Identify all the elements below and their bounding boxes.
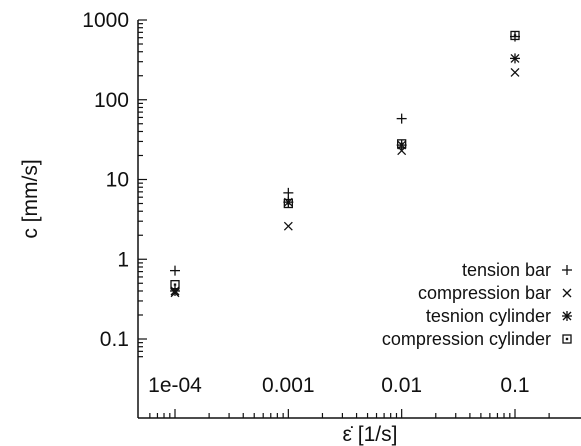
point-compression-bar bbox=[283, 221, 293, 231]
y-tick-label: 100 bbox=[94, 89, 129, 112]
legend-label: compression bar bbox=[418, 283, 551, 303]
y-tick-label: 10 bbox=[106, 169, 129, 192]
point-compression-cylinder bbox=[283, 198, 293, 209]
legend-label: tension bar bbox=[462, 260, 551, 280]
axis-ticks bbox=[138, 19, 550, 418]
x-tick-label: 0.001 bbox=[262, 374, 315, 397]
data-marks bbox=[170, 30, 520, 298]
legend-marker bbox=[562, 265, 572, 275]
point-tension-bar bbox=[170, 265, 180, 276]
x-tick-label: 0.1 bbox=[500, 374, 529, 397]
legend-label: compression cylinder bbox=[382, 329, 551, 349]
point-tesnion-cylinder bbox=[510, 53, 520, 64]
point-compression-bar bbox=[510, 67, 520, 77]
axis-tick-labels: 0.1 1 10 100 1000 1e-04 0.001 0.01 0.1 bbox=[82, 9, 529, 397]
x-axis-title: ε̇ [1/s] bbox=[343, 423, 398, 446]
legend-entry-compression-bar: compression bar bbox=[418, 283, 572, 303]
point-compression-cylinder bbox=[170, 280, 180, 290]
legend-marker bbox=[562, 311, 572, 321]
point-tension-bar bbox=[283, 187, 294, 198]
y-tick-label: 1000 bbox=[82, 9, 129, 32]
legend: tension bar compression bar tesnion cylind… bbox=[382, 260, 572, 349]
legend-marker bbox=[562, 288, 572, 298]
y-axis-title: c [mm/s] bbox=[19, 159, 42, 238]
legend-entry-compression-cylinder: compression cylinder bbox=[382, 329, 572, 349]
point-tension-bar bbox=[396, 113, 407, 124]
legend-entry-tesnion-cylinder: tesnion cylinder bbox=[426, 306, 572, 326]
legend-marker bbox=[562, 334, 572, 344]
y-tick-label: 1 bbox=[117, 248, 129, 271]
x-tick-label: 1e-04 bbox=[148, 374, 202, 397]
point-compression-cylinder bbox=[397, 139, 407, 149]
plot-area bbox=[137, 20, 581, 419]
point-compression-cylinder bbox=[510, 30, 520, 41]
legend-label: tesnion cylinder bbox=[426, 306, 551, 326]
x-tick-label: 0.01 bbox=[381, 374, 422, 397]
legend-entry-tension-bar: tension bar bbox=[462, 260, 572, 280]
y-tick-label: 0.1 bbox=[100, 328, 129, 351]
